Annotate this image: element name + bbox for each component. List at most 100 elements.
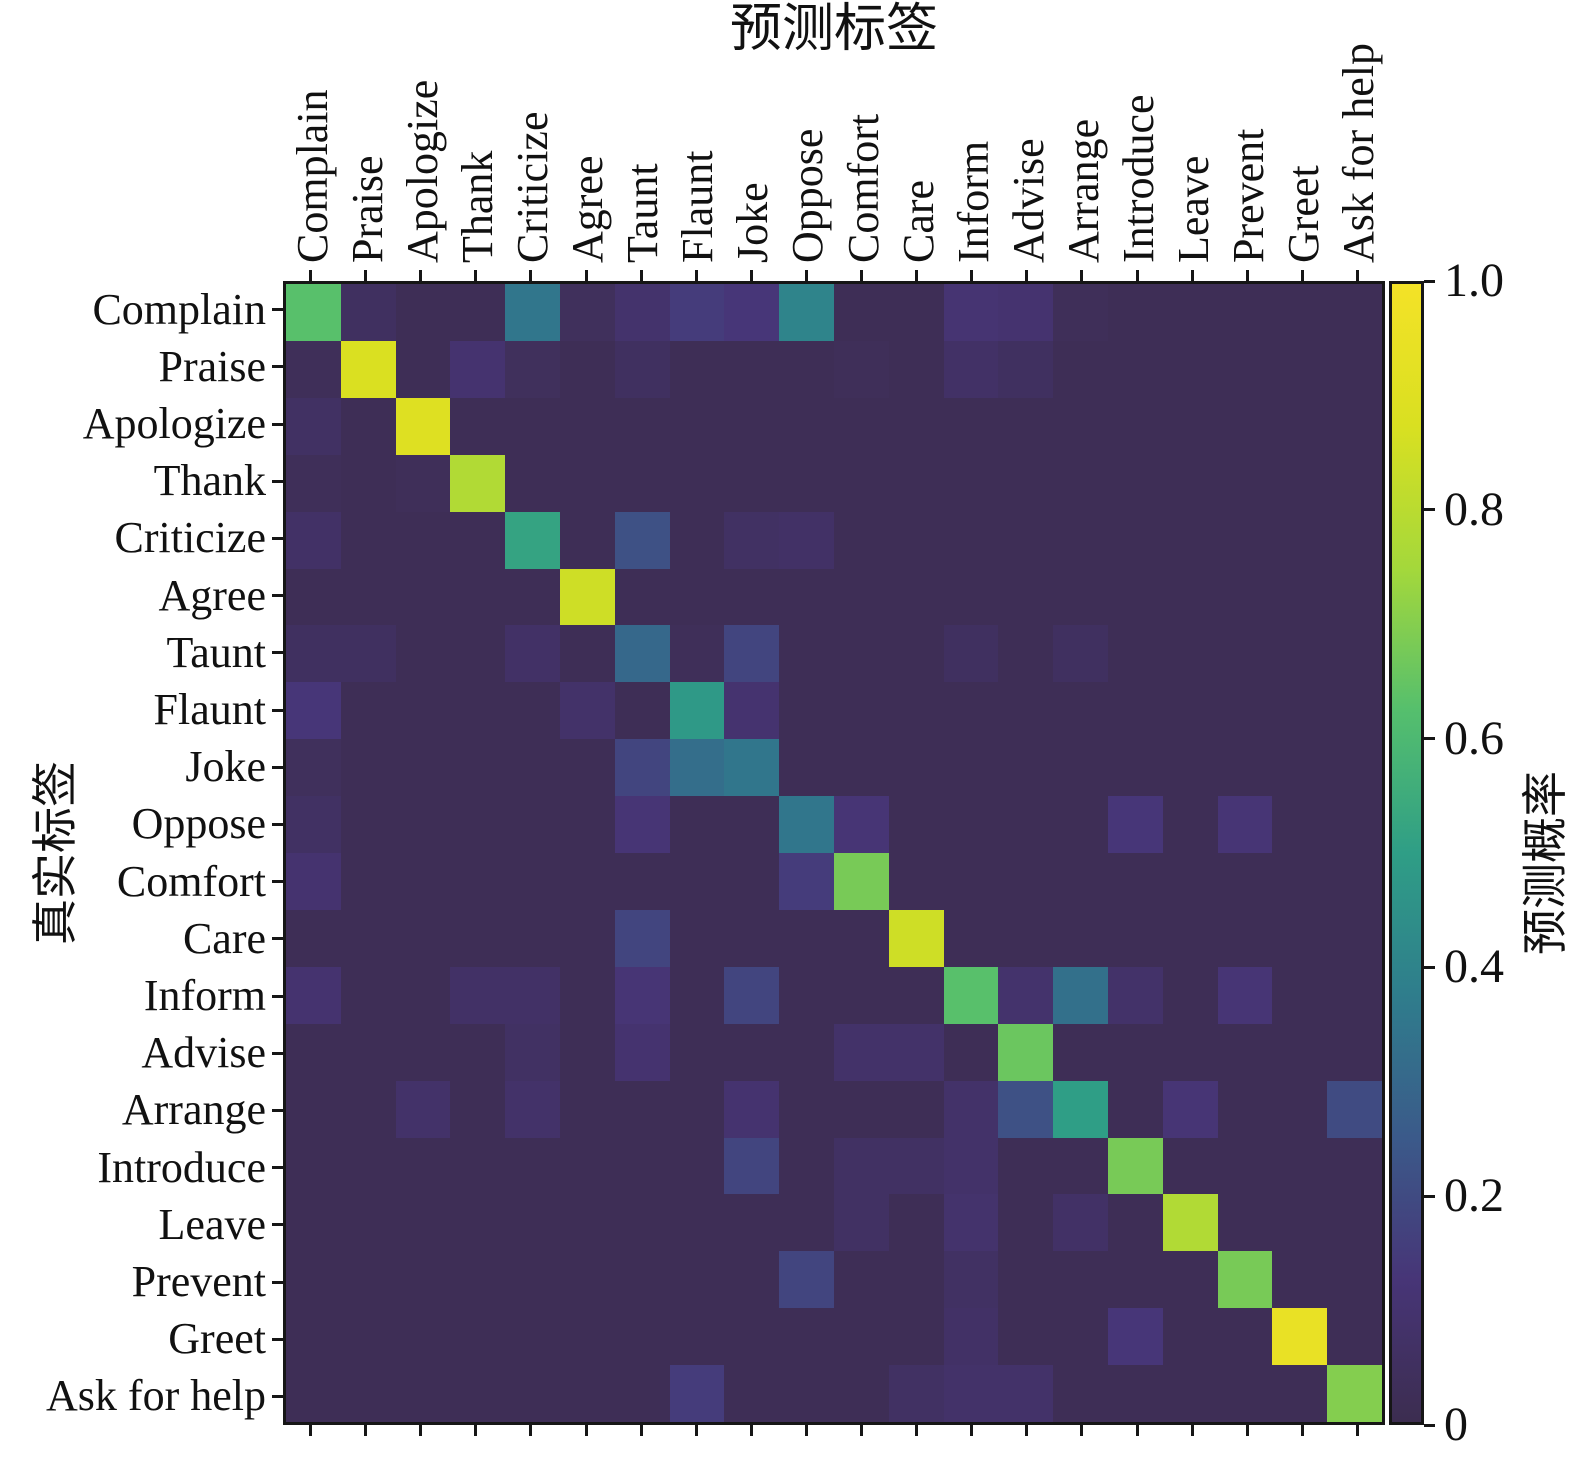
heatmap-cell — [669, 340, 725, 398]
heatmap-cell — [286, 511, 341, 569]
axis-tick — [364, 270, 368, 281]
heatmap-cell — [1327, 739, 1382, 797]
heatmap-cell — [614, 1080, 670, 1138]
heatmap-cell — [1107, 397, 1163, 455]
heatmap-cell — [1053, 1080, 1108, 1138]
heatmap-cell — [340, 1023, 396, 1081]
heatmap-cell — [286, 966, 341, 1024]
heatmap-cell — [559, 568, 615, 626]
heatmap-cell — [340, 397, 396, 455]
heatmap-cell — [1162, 625, 1218, 683]
heatmap-cell — [888, 966, 944, 1024]
heatmap-cell — [724, 340, 780, 398]
heatmap-cell — [450, 796, 506, 853]
heatmap-cell — [669, 454, 725, 512]
heatmap-cell — [559, 739, 615, 797]
heatmap-cell — [1107, 682, 1163, 740]
colorbar-tick-label: 1.0 — [1444, 254, 1504, 307]
axis-tick — [1190, 270, 1194, 281]
heatmap-cell — [669, 1251, 725, 1309]
heatmap-cell — [1272, 1194, 1328, 1252]
heatmap-cell — [669, 1023, 725, 1081]
heatmap-cell — [1162, 1194, 1218, 1252]
heatmap-cell — [1272, 1080, 1328, 1138]
heatmap-cell — [833, 739, 889, 797]
col-label-comfort: Comfort — [838, 113, 888, 263]
row-label-taunt: Taunt — [166, 627, 266, 677]
heatmap-cell — [395, 454, 451, 512]
heatmap-cell — [724, 853, 780, 910]
row-label-care: Care — [182, 913, 266, 963]
heatmap-cell — [943, 739, 999, 797]
heatmap-cell — [286, 796, 341, 853]
heatmap-cell — [833, 340, 889, 398]
axis-tick — [1245, 1425, 1249, 1436]
heatmap-cell — [1327, 1365, 1382, 1422]
heatmap-cell — [1053, 1308, 1108, 1366]
heatmap-cell — [1217, 909, 1273, 967]
heatmap-cell — [286, 1365, 341, 1422]
heatmap-cell — [833, 796, 889, 853]
heatmap-cell — [779, 625, 834, 683]
heatmap-cell — [450, 909, 506, 967]
heatmap-cell — [505, 284, 560, 341]
row-label-agree: Agree — [158, 570, 267, 620]
heatmap-cell — [1107, 1080, 1163, 1138]
heatmap-cell — [340, 682, 396, 740]
heatmap-cell — [1162, 1023, 1218, 1081]
heatmap-cell — [559, 1365, 615, 1422]
heatmap-cell — [395, 1365, 451, 1422]
heatmap-cell — [614, 397, 670, 455]
heatmap-cell — [888, 1137, 944, 1195]
heatmap-cell — [779, 1080, 834, 1138]
heatmap-cell — [779, 682, 834, 740]
row-label-criticize: Criticize — [114, 513, 267, 563]
heatmap-cell — [779, 1251, 834, 1309]
heatmap-cell — [1053, 796, 1108, 853]
heatmap-cell — [1217, 568, 1273, 626]
heatmap-cell — [833, 909, 889, 967]
colorbar-tick — [1424, 508, 1435, 512]
heatmap-cell — [505, 1023, 560, 1081]
heatmap-cell — [1107, 1023, 1163, 1081]
heatmap-cell — [1162, 796, 1218, 853]
heatmap-cell — [286, 454, 341, 512]
heatmap-cell — [450, 682, 506, 740]
axis-tick — [584, 1425, 588, 1436]
axis-tick — [272, 822, 283, 826]
axis-tick — [970, 270, 974, 281]
heatmap-cell — [1053, 966, 1108, 1024]
heatmap-cell — [1217, 1194, 1273, 1252]
heatmap-cell — [888, 454, 944, 512]
heatmap-cell — [286, 739, 341, 797]
heatmap-cell — [559, 1308, 615, 1366]
heatmap-cell — [1162, 1308, 1218, 1366]
heatmap-cell — [833, 625, 889, 683]
heatmap-cell — [559, 454, 615, 512]
heatmap-cell — [340, 1080, 396, 1138]
heatmap-cell — [450, 454, 506, 512]
heatmap-cell — [559, 853, 615, 910]
heatmap-cell — [395, 966, 451, 1024]
heatmap-cell — [1272, 682, 1328, 740]
heatmap-cell — [943, 1137, 999, 1195]
heatmap-cell — [1107, 1365, 1163, 1422]
heatmap-cell — [669, 1080, 725, 1138]
axis-tick — [272, 536, 283, 540]
heatmap-cell — [395, 909, 451, 967]
axis-tick — [694, 1425, 698, 1436]
heatmap-cell — [614, 568, 670, 626]
heatmap-cell — [1162, 1251, 1218, 1309]
heatmap-cell — [614, 1251, 670, 1309]
heatmap-cell — [559, 397, 615, 455]
heatmap-cell — [1217, 454, 1273, 512]
heatmap-cell — [724, 1137, 780, 1195]
heatmap-cell — [669, 853, 725, 910]
heatmap-cell — [505, 1251, 560, 1309]
col-label-taunt: Taunt — [618, 163, 668, 263]
heatmap-cell — [998, 454, 1054, 512]
col-label-advise: Advise — [1003, 138, 1053, 263]
heatmap-cell — [943, 397, 999, 455]
heatmap-cell — [998, 1251, 1054, 1309]
axis-tick — [1300, 1425, 1304, 1436]
